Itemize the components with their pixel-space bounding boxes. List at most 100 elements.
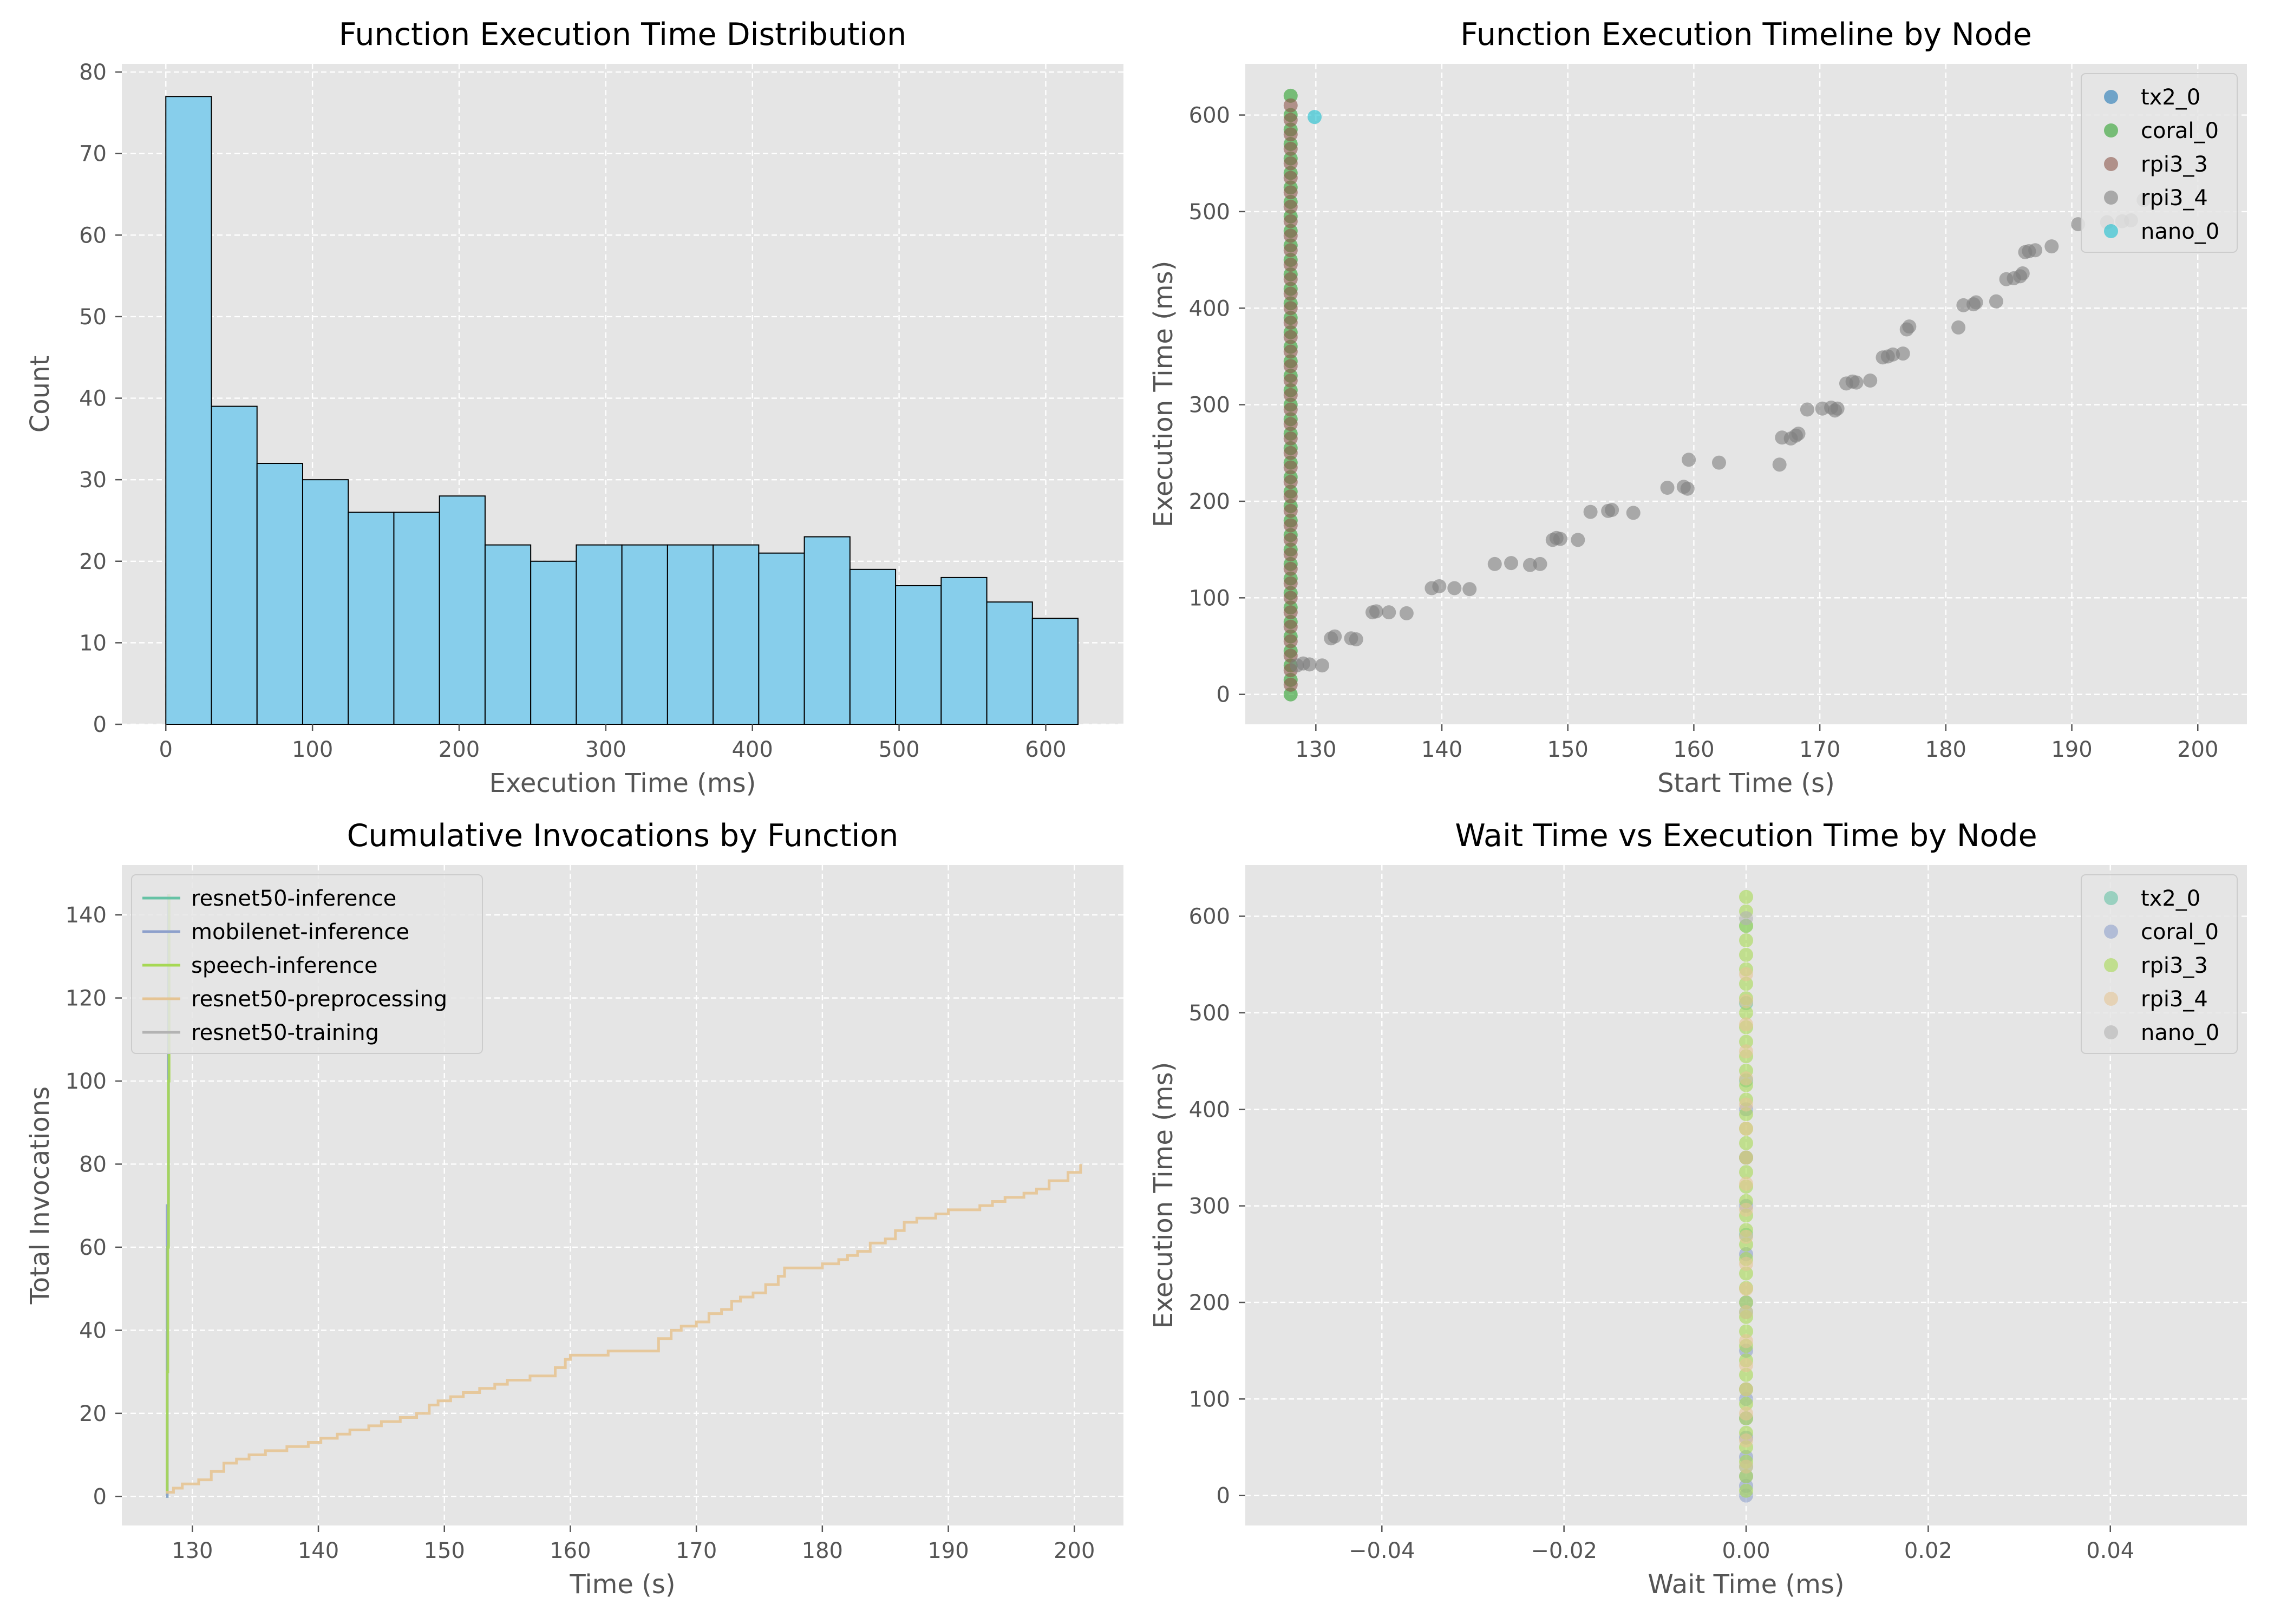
- scatter-point-rpi3-4: [1951, 320, 1966, 335]
- y-tick-label: 100: [1189, 586, 1230, 611]
- x-tick-label: 130: [1295, 737, 1336, 762]
- histogram-bar: [484, 544, 532, 725]
- legend-item-rpi3-4: rpi3_4: [2104, 186, 2208, 211]
- scatter-point-rpi3-4: [1711, 455, 1726, 470]
- legend-item-nano-0: nano_0: [2104, 1020, 2219, 1045]
- scatter-point-rpi3-4: [1571, 533, 1585, 547]
- y-tick-label: 30: [79, 468, 107, 493]
- scatter-point-rpi3-3: [1739, 1483, 1753, 1498]
- scatter-point-rpi3-4: [1739, 1150, 1753, 1165]
- legend: tx2_0 coral_0 rpi3_3 rpi3_4 nano_0: [2081, 874, 2238, 1054]
- histogram-bar: [940, 577, 988, 725]
- scatter-point-rpi3-3: [1283, 475, 1298, 489]
- x-tick-label: 190: [927, 1538, 969, 1563]
- y-tick-label: 50: [79, 305, 107, 330]
- y-tick-label: 600: [1189, 905, 1230, 929]
- x-tick-label: 0: [159, 737, 173, 762]
- histogram-bar: [439, 495, 486, 725]
- chart-title: Function Execution Timeline by Node: [1460, 17, 2032, 53]
- scatter-point-rpi3-3: [1283, 591, 1298, 605]
- legend-item-nano-0: nano_0: [2104, 219, 2219, 244]
- x-ticks: 130 140 150 160 170 180 190 200: [1295, 724, 2218, 762]
- scatter-point-rpi3-4: [1739, 1334, 1753, 1348]
- scatter-point-rpi3-4: [1315, 658, 1329, 673]
- scatter-point-rpi3-3: [1739, 1136, 1753, 1150]
- histogram-bar: [211, 405, 258, 725]
- scatter-point-rpi3-3: [1283, 547, 1298, 562]
- scatter-point-rpi3-4: [1969, 295, 1983, 310]
- legend-label: speech-inference: [191, 953, 378, 978]
- y-tick-label: 500: [1189, 1001, 1230, 1026]
- scatter-point-nano-0: [1307, 110, 1322, 125]
- legend-label: rpi3_3: [2141, 152, 2208, 177]
- legend-item-rpi3-4: rpi3_4: [2104, 987, 2208, 1012]
- scatter-point-rpi3-3: [1739, 1005, 1753, 1020]
- legend-item-resnet50-training: resnet50-training: [142, 1020, 379, 1045]
- x-tick-label: −0.04: [1349, 1538, 1415, 1563]
- y-tick-label: 0: [93, 1484, 107, 1509]
- legend-label: resnet50-preprocessing: [191, 987, 447, 1012]
- scatter-point-rpi3-4: [1462, 582, 1477, 597]
- scatter-point-rpi3-4: [1739, 1176, 1753, 1191]
- chart-title: Cumulative Invocations by Function: [347, 818, 899, 854]
- scatter-point-rpi3-4: [1583, 505, 1598, 519]
- y-tick-label: 400: [1189, 296, 1230, 321]
- scatter-point-rpi3-3: [1739, 1367, 1753, 1382]
- scatter-point-rpi3-4: [1369, 604, 1384, 619]
- scatter-point-rpi3-3: [1283, 286, 1298, 301]
- x-tick-label: 150: [1547, 737, 1589, 762]
- x-tick-label: 170: [1799, 737, 1840, 762]
- scatter-point-rpi3-3: [1283, 619, 1298, 634]
- y-axis-label: Count: [25, 356, 55, 433]
- legend: tx2_0 coral_0 rpi3_3 rpi3_4 nano_0: [2081, 73, 2238, 253]
- x-tick-label: 400: [732, 737, 773, 762]
- x-tick-label: 160: [1673, 737, 1714, 762]
- histogram-bar: [256, 463, 303, 725]
- scatter-point-coral-0: [1283, 88, 1298, 103]
- legend-label: nano_0: [2141, 1020, 2219, 1045]
- x-ticks: 0 100 200 300 400 500 600: [159, 724, 1067, 762]
- scatter-point-rpi3-3: [1283, 228, 1298, 243]
- series-rpi3-3: [1283, 98, 1298, 692]
- scatter-point-rpi3-4: [1739, 1459, 1753, 1474]
- scatter-point-rpi3-4: [1739, 1358, 1753, 1372]
- histogram-bar: [576, 544, 623, 725]
- scatter-point-rpi3-4: [1791, 427, 1806, 441]
- y-ticks: 0 100 200 300 400 500 600: [1189, 905, 1245, 1509]
- y-tick-label: 20: [79, 549, 107, 574]
- y-tick-label: 20: [79, 1402, 107, 1426]
- scatter-point-rpi3-3: [1283, 518, 1298, 533]
- scatter-point-rpi3-3: [1283, 257, 1298, 272]
- x-axis-label: Start Time (s): [1657, 768, 1835, 798]
- scatter-point-rpi3-3: [1283, 316, 1298, 330]
- legend-label: resnet50-training: [191, 1020, 379, 1045]
- y-tick-label: 120: [66, 986, 107, 1011]
- panel-execution-timeline-by-node: 130 140 150 160 170 180 190 200 0 100 200 300 400 50…: [1148, 17, 2247, 798]
- scatter-point-rpi3-3: [1283, 141, 1298, 156]
- legend-marker: [2104, 925, 2118, 939]
- grid-lines: [1245, 64, 2247, 724]
- x-tick-label: 0.04: [2086, 1538, 2134, 1563]
- scatter-point-rpi3-3: [1283, 605, 1298, 620]
- y-tick-label: 500: [1189, 200, 1230, 225]
- y-tick-label: 200: [1189, 489, 1230, 514]
- scatter-point-rpi3-3: [1739, 1324, 1753, 1339]
- y-tick-label: 140: [66, 903, 107, 928]
- legend-marker: [2104, 958, 2118, 972]
- histogram-bar: [621, 544, 668, 725]
- scatter-point-rpi3-3: [1739, 1165, 1753, 1180]
- legend-item-resnet50-inference: resnet50-inference: [142, 886, 396, 911]
- scatter-point-rpi3-3: [1283, 417, 1298, 431]
- scatter-point-rpi3-4: [2044, 239, 2059, 254]
- x-axis-label: Time (s): [569, 1569, 675, 1600]
- panel-cumulative-invocations: 130 140 150 160 170 180 190 200 0 20 40 60 80 100 120…: [25, 818, 1123, 1600]
- scatter-point-nano-0: [1739, 911, 1753, 926]
- y-tick-label: 70: [79, 142, 107, 167]
- histogram-bar: [666, 544, 714, 725]
- scatter-point-rpi3-4: [1896, 346, 1910, 361]
- series-rpi3-4: [1739, 967, 1753, 1474]
- panel-execution-time-distribution: 0 100 200 300 400 500 600 0 10 20 30 40 50 60 70 80 Fu…: [25, 17, 1123, 798]
- legend-item-speech-inference: speech-inference: [142, 953, 378, 978]
- scatter-point-rpi3-3: [1283, 634, 1298, 649]
